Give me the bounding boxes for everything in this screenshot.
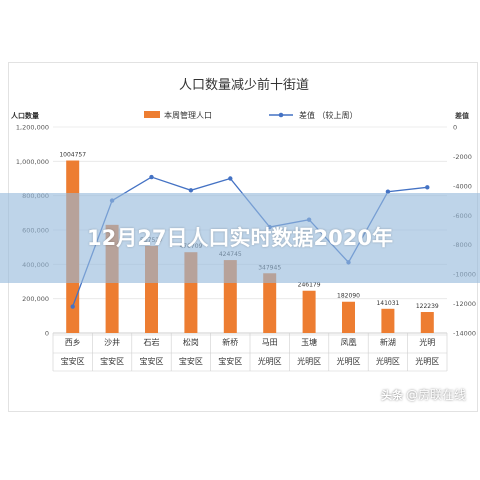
watermark: 头条 @房联在线 xyxy=(381,386,466,403)
bar-value-label: 246179 xyxy=(298,282,321,289)
bar-value-label: 182090 xyxy=(337,293,360,300)
chart-title: 人口数量减少前十街道 xyxy=(179,77,309,93)
right-tick-label: 0 xyxy=(453,124,457,132)
difference-point xyxy=(70,304,75,309)
left-tick-label: 1,200,000 xyxy=(16,124,49,132)
difference-point xyxy=(188,188,194,193)
district-label: 宝安区 xyxy=(218,356,242,366)
bar-value-label: 122239 xyxy=(416,303,439,310)
legend-line-label: 差值 （较上周） xyxy=(299,110,358,120)
right-tick-label: -14000 xyxy=(453,330,476,338)
right-axis-title: 差值 xyxy=(455,111,469,120)
bar-value-label: 141031 xyxy=(376,300,399,307)
left-axis-title: 人口数量 xyxy=(11,111,39,120)
difference-point xyxy=(425,185,430,190)
watermark-text: @房联在线 xyxy=(405,388,466,402)
district-label: 宝安区 xyxy=(61,356,85,366)
legend: 本周管理人口 差值 （较上周） xyxy=(144,110,358,120)
left-tick-label: 200,000 xyxy=(22,295,49,303)
left-tick-label: 0 xyxy=(45,330,49,338)
district-label: 光明区 xyxy=(337,356,361,366)
category-label: 沙井 xyxy=(104,337,120,347)
category-label: 凤凰 xyxy=(341,338,357,347)
bar xyxy=(302,290,316,333)
bar xyxy=(381,308,395,333)
category-label: 光明 xyxy=(419,337,435,347)
right-tick-label: -12000 xyxy=(453,300,476,308)
district-label: 宝安区 xyxy=(140,356,164,366)
category-label: 新湖 xyxy=(380,337,396,347)
category-label: 马田 xyxy=(262,338,278,347)
right-tick-label: -2000 xyxy=(453,153,472,161)
district-label: 宝安区 xyxy=(100,356,124,366)
left-tick-label: 1,000,000 xyxy=(16,158,49,166)
bar-value-label: 1004757 xyxy=(59,152,86,159)
district-label: 宝安区 xyxy=(179,356,203,366)
bar xyxy=(263,273,277,333)
category-label: 玉塘 xyxy=(301,337,317,347)
district-label: 光明区 xyxy=(297,356,321,366)
headline-text: 12月27日人口实时数据2020年 xyxy=(87,226,393,250)
headline-banner: 12月27日人口实时数据2020年 xyxy=(0,193,480,283)
category-label: 松岗 xyxy=(183,337,199,347)
category-label: 西乡 xyxy=(65,338,81,347)
district-label: 光明区 xyxy=(258,356,282,366)
difference-point xyxy=(149,174,154,180)
legend-line-marker xyxy=(278,112,284,118)
category-label: 新桥 xyxy=(222,337,238,347)
difference-point xyxy=(385,189,391,194)
district-label: 光明区 xyxy=(415,356,439,366)
right-tick-label: -4000 xyxy=(453,182,472,190)
difference-point xyxy=(228,176,233,181)
watermark-logo: 头条 xyxy=(380,388,403,402)
district-label: 光明区 xyxy=(376,356,400,366)
bar xyxy=(420,312,434,333)
category-label: 石岩 xyxy=(144,337,160,347)
bar xyxy=(342,301,355,333)
legend-bar-swatch xyxy=(144,111,160,118)
legend-bar-label: 本周管理人口 xyxy=(164,110,212,120)
